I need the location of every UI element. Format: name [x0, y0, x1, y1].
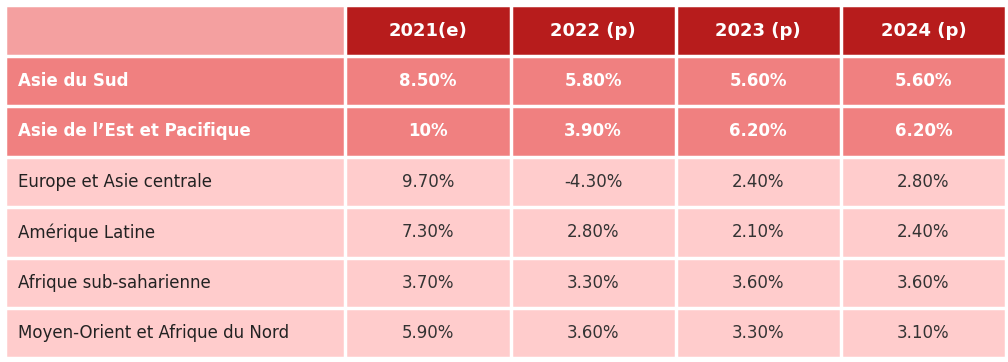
Text: 3.10%: 3.10%: [897, 324, 950, 342]
Text: 3.60%: 3.60%: [897, 274, 950, 292]
FancyBboxPatch shape: [346, 207, 510, 257]
FancyBboxPatch shape: [346, 5, 510, 56]
FancyBboxPatch shape: [841, 106, 1006, 157]
Text: 2.40%: 2.40%: [732, 173, 784, 191]
Text: 5.60%: 5.60%: [730, 72, 787, 90]
Text: 3.90%: 3.90%: [564, 122, 622, 140]
Text: 2.40%: 2.40%: [897, 223, 950, 241]
FancyBboxPatch shape: [510, 257, 675, 308]
FancyBboxPatch shape: [5, 257, 346, 308]
Text: 3.60%: 3.60%: [732, 274, 784, 292]
Text: 3.30%: 3.30%: [566, 274, 619, 292]
Text: 5.60%: 5.60%: [895, 72, 953, 90]
FancyBboxPatch shape: [510, 308, 675, 358]
FancyBboxPatch shape: [510, 106, 675, 157]
FancyBboxPatch shape: [346, 257, 510, 308]
FancyBboxPatch shape: [841, 56, 1006, 106]
Text: 6.20%: 6.20%: [730, 122, 787, 140]
Text: 2024 (p): 2024 (p): [881, 22, 967, 40]
FancyBboxPatch shape: [346, 56, 510, 106]
Text: 2022 (p): 2022 (p): [550, 22, 636, 40]
FancyBboxPatch shape: [5, 106, 346, 157]
FancyBboxPatch shape: [510, 157, 675, 207]
FancyBboxPatch shape: [5, 5, 346, 56]
Text: Europe et Asie centrale: Europe et Asie centrale: [18, 173, 212, 191]
FancyBboxPatch shape: [5, 56, 346, 106]
FancyBboxPatch shape: [510, 5, 675, 56]
Text: 10%: 10%: [408, 122, 448, 140]
FancyBboxPatch shape: [5, 157, 346, 207]
Text: 5.80%: 5.80%: [564, 72, 622, 90]
Text: 3.30%: 3.30%: [732, 324, 784, 342]
Text: 6.20%: 6.20%: [894, 122, 953, 140]
FancyBboxPatch shape: [346, 308, 510, 358]
FancyBboxPatch shape: [675, 257, 841, 308]
FancyBboxPatch shape: [346, 106, 510, 157]
Text: 2.80%: 2.80%: [566, 223, 619, 241]
FancyBboxPatch shape: [675, 157, 841, 207]
Text: 2021(e): 2021(e): [388, 22, 468, 40]
FancyBboxPatch shape: [5, 207, 346, 257]
Text: 8.50%: 8.50%: [399, 72, 457, 90]
FancyBboxPatch shape: [841, 207, 1006, 257]
FancyBboxPatch shape: [841, 5, 1006, 56]
Text: 7.30%: 7.30%: [402, 223, 455, 241]
FancyBboxPatch shape: [675, 308, 841, 358]
Text: 5.90%: 5.90%: [402, 324, 455, 342]
FancyBboxPatch shape: [346, 157, 510, 207]
Text: -4.30%: -4.30%: [563, 173, 622, 191]
Text: 3.60%: 3.60%: [566, 324, 619, 342]
FancyBboxPatch shape: [675, 207, 841, 257]
FancyBboxPatch shape: [675, 56, 841, 106]
Text: 2.10%: 2.10%: [732, 223, 784, 241]
Text: 9.70%: 9.70%: [402, 173, 455, 191]
Text: 3.70%: 3.70%: [402, 274, 455, 292]
Text: Asie de l’Est et Pacifique: Asie de l’Est et Pacifique: [18, 122, 251, 140]
Text: Asie du Sud: Asie du Sud: [18, 72, 129, 90]
Text: Afrique sub-saharienne: Afrique sub-saharienne: [18, 274, 211, 292]
FancyBboxPatch shape: [675, 5, 841, 56]
Text: Amérique Latine: Amérique Latine: [18, 223, 155, 241]
FancyBboxPatch shape: [841, 157, 1006, 207]
FancyBboxPatch shape: [841, 257, 1006, 308]
Text: Moyen-Orient et Afrique du Nord: Moyen-Orient et Afrique du Nord: [18, 324, 289, 342]
FancyBboxPatch shape: [510, 207, 675, 257]
Text: 2.80%: 2.80%: [897, 173, 950, 191]
FancyBboxPatch shape: [675, 106, 841, 157]
FancyBboxPatch shape: [510, 56, 675, 106]
FancyBboxPatch shape: [5, 308, 346, 358]
FancyBboxPatch shape: [841, 308, 1006, 358]
Text: 2023 (p): 2023 (p): [716, 22, 801, 40]
